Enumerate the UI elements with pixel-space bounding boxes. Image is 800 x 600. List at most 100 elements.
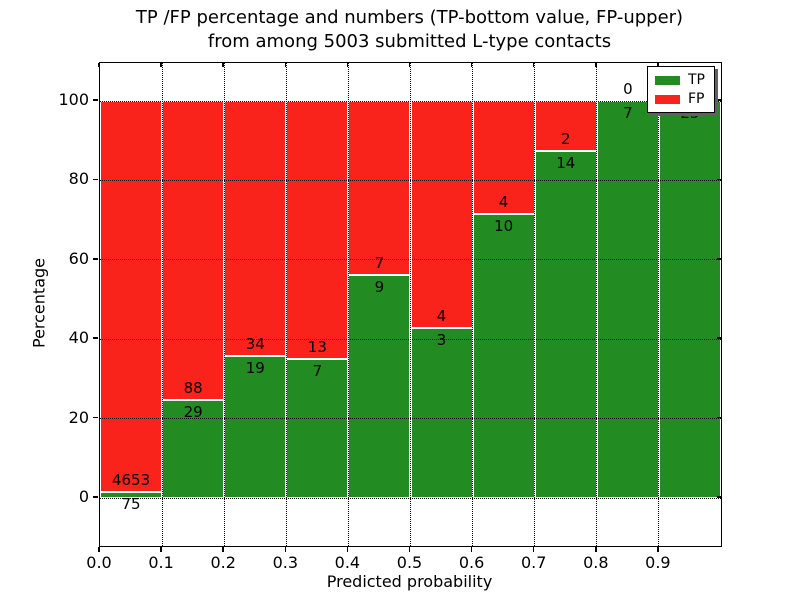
y-tick-mark — [93, 337, 98, 339]
bar-segment-tp — [596, 101, 659, 498]
x-tick-label: 0.8 — [583, 553, 609, 572]
bar-segment-fp — [410, 101, 473, 328]
v-gridline — [472, 63, 474, 546]
legend-item-label: TP — [688, 72, 705, 88]
bar-label-fp: 4 — [436, 306, 447, 325]
x-tick-label: 0.4 — [334, 553, 361, 572]
bar-segment-tp — [472, 214, 535, 498]
x-tick-label: 0.9 — [645, 553, 671, 572]
x-tick-label: 0.3 — [272, 553, 299, 572]
y-tick-label: 80 — [68, 169, 89, 189]
y-tick-label: 40 — [68, 328, 89, 348]
bar-label-fp: 4653 — [111, 470, 151, 489]
y-tick-mark — [93, 99, 98, 101]
y-tick-label: 0 — [78, 487, 89, 506]
bar-segment-tp — [162, 399, 225, 498]
x-tick-mark — [98, 547, 100, 552]
y-tick-label: 100 — [58, 90, 89, 109]
x-tick-mark — [284, 547, 287, 552]
bar-label-fp: 2 — [560, 129, 571, 148]
x-tick-mark-top — [595, 63, 597, 67]
y-tick-label: 20 — [68, 407, 89, 427]
x-tick-label: 0.1 — [148, 553, 174, 572]
y-tick-mark-right — [717, 258, 721, 260]
v-gridline — [285, 63, 287, 546]
x-axis-label: Predicted probability — [326, 572, 493, 591]
x-tick-label: 0.2 — [210, 553, 236, 572]
bar-label-fp: 34 — [245, 334, 265, 353]
bar-segment-tp — [100, 491, 163, 498]
x-tick-mark-top — [532, 63, 535, 67]
bar-segment-tp — [224, 355, 287, 498]
x-tick-mark-top — [470, 63, 473, 67]
bar-label-tp: 29 — [183, 402, 203, 421]
x-tick-label: 0.7 — [520, 553, 547, 572]
y-tick-mark-right — [717, 337, 721, 339]
bar-label-tp: 9 — [374, 277, 385, 296]
bar-segment-fp — [348, 101, 411, 275]
bar-label-tp: 10 — [494, 217, 514, 236]
chart-title-line1: TP /FP percentage and numbers (TP-bottom… — [135, 7, 684, 28]
x-tick-mark — [532, 547, 535, 552]
x-tick-mark — [408, 547, 411, 552]
bar-segment-tp — [286, 359, 349, 498]
x-tick-mark-top — [222, 63, 224, 67]
y-tick-mark — [93, 258, 98, 260]
bar-label-tp: 7 — [312, 362, 323, 381]
x-tick-mark — [160, 547, 162, 552]
bar-segment-fp — [162, 101, 225, 400]
x-tick-mark-top — [346, 63, 349, 67]
x-tick-mark — [657, 547, 659, 552]
x-tick-mark — [595, 547, 597, 552]
x-tick-mark — [470, 547, 473, 552]
y-tick-mark-right — [717, 416, 721, 419]
x-tick-mark-top — [284, 63, 287, 67]
bar-segment-tp — [658, 101, 721, 498]
v-gridline — [534, 63, 536, 546]
y-tick-mark — [93, 178, 98, 181]
bar-label-tp: 3 — [436, 330, 447, 349]
v-gridline — [223, 63, 225, 546]
y-tick-mark — [93, 496, 98, 498]
legend-item: TP — [655, 71, 714, 90]
bar-label-tp: 19 — [245, 358, 265, 377]
bar-segment-fp — [100, 101, 163, 492]
x-tick-label: 0.0 — [86, 553, 112, 572]
bar-label-fp: 13 — [307, 338, 327, 357]
x-tick-label: 0.6 — [458, 553, 485, 572]
y-tick-mark-right — [717, 99, 721, 101]
bar-label-fp: 4 — [498, 193, 509, 212]
bar-label-fp: 7 — [374, 253, 385, 272]
tp-swatch-icon — [655, 76, 680, 85]
bar-label-fp: 0 — [623, 80, 633, 98]
legend-item-label: FP — [688, 91, 705, 107]
v-gridline — [596, 63, 598, 546]
legend-item: FP — [655, 90, 714, 109]
bar-segment-fp — [224, 101, 287, 356]
chart-title-line2: from among 5003 submitted L-type contact… — [207, 31, 612, 52]
fp-swatch-icon — [655, 95, 680, 104]
bar-segment-fp — [534, 101, 597, 151]
x-tick-mark-top — [160, 63, 162, 67]
x-tick-mark — [222, 547, 224, 552]
bar-label-fp: 88 — [183, 378, 203, 397]
bar-segment-fp — [286, 101, 349, 360]
legend: TP FP — [647, 66, 715, 113]
bar-label-tp: 75 — [121, 494, 141, 513]
x-tick-label: 0.5 — [396, 553, 423, 572]
v-gridline — [410, 63, 411, 546]
bar-label-tp: 7 — [623, 104, 633, 122]
bar-label-tp: 14 — [556, 153, 576, 172]
v-gridline — [161, 63, 163, 546]
y-tick-label: 60 — [68, 248, 89, 268]
v-gridline — [347, 63, 349, 546]
y-tick-mark — [93, 416, 98, 419]
bar-segment-fp — [472, 101, 535, 215]
x-tick-mark — [346, 547, 349, 552]
v-gridline — [658, 63, 660, 546]
plot-area: 46537588293419137794341021407025 — [99, 62, 722, 547]
bar-segment-tp — [410, 327, 473, 498]
bar-segment-tp — [534, 150, 597, 498]
x-tick-mark-top — [657, 63, 659, 67]
